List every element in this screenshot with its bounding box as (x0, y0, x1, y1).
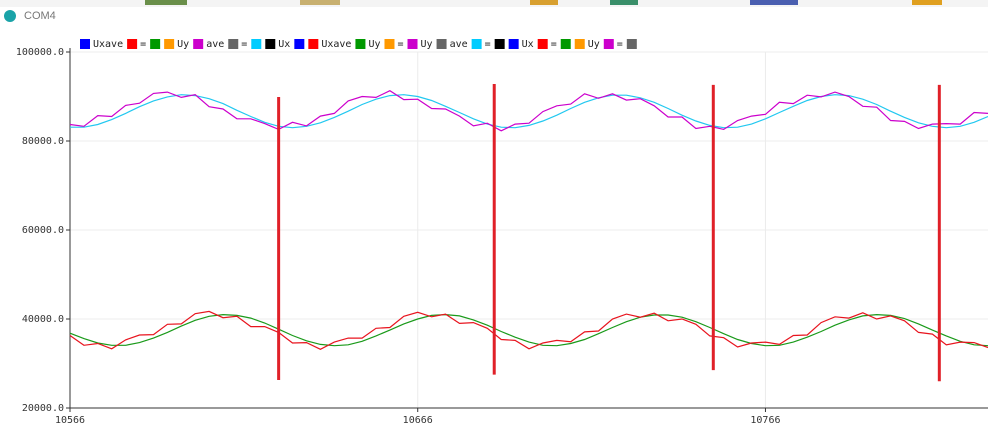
legend-label: = (485, 39, 491, 50)
legend-swatch (384, 39, 395, 49)
title-bar (0, 7, 988, 25)
legend-swatch (193, 39, 204, 49)
series-line (69, 313, 988, 347)
legend-label: Uy (368, 39, 380, 50)
legend-label: ave (450, 39, 468, 50)
legend-label: = (551, 39, 557, 50)
taskbar-icon (300, 0, 340, 5)
legend-swatch (407, 39, 418, 49)
legend-swatch (436, 39, 447, 49)
legend-label: Uy (588, 39, 600, 50)
taskbar-icon (912, 0, 942, 5)
legend-swatch (471, 39, 482, 49)
y-tick-label: 40000.0 (22, 314, 64, 325)
legend-label: = (241, 39, 247, 50)
legend-label: ave (206, 39, 224, 50)
legend-swatch (494, 39, 505, 49)
legend-swatch (164, 39, 175, 49)
legend-label: = (397, 39, 403, 50)
legend-label: Uxave (93, 39, 123, 50)
legend-swatch (537, 39, 548, 49)
legend-swatch (80, 39, 90, 49)
window-title: COM4 (24, 10, 56, 22)
taskbar-icon (610, 0, 638, 5)
legend-label: Uy (177, 39, 189, 50)
y-tick-label: 20000.0 (22, 403, 64, 414)
taskbar-icon (145, 0, 187, 5)
legend-swatch (574, 39, 585, 49)
legend-label: = (617, 39, 623, 50)
series-line (69, 310, 988, 350)
taskbar-icon (750, 0, 798, 5)
series-line (69, 90, 988, 132)
app-icon (4, 10, 16, 22)
legend-swatch (308, 39, 319, 49)
x-tick-label: 10766 (750, 415, 780, 426)
legend-swatch (560, 39, 571, 49)
legend-label: = (140, 39, 146, 50)
legend-swatch (294, 39, 305, 49)
legend-swatch (265, 39, 276, 49)
legend-swatch (251, 39, 262, 49)
legend-swatch (603, 39, 614, 49)
legend-swatch (127, 39, 138, 49)
legend-swatch (150, 39, 161, 49)
y-tick-label: 80000.0 (22, 136, 64, 147)
x-tick-label: 10666 (403, 415, 433, 426)
legend-swatch (508, 39, 519, 49)
legend-label: Uy (421, 39, 433, 50)
legend-label: Uxave (321, 39, 351, 50)
legend-swatch (228, 39, 239, 49)
legend-swatch (355, 39, 366, 49)
x-tick-label: 10566 (55, 415, 85, 426)
legend-swatch (626, 39, 637, 49)
y-tick-label: 100000.0 (16, 47, 64, 58)
taskbar-strip (0, 0, 988, 7)
legend-label: Ux (522, 39, 534, 50)
taskbar-icon (530, 0, 558, 5)
y-tick-label: 60000.0 (22, 225, 64, 236)
series-line (70, 94, 988, 129)
legend-label: Ux (278, 39, 290, 50)
